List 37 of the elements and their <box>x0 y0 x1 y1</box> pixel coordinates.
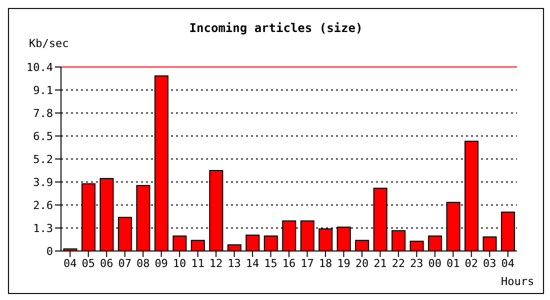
x-tick-label: 14 <box>246 256 260 270</box>
y-tick-label: 5.2 <box>33 152 53 166</box>
x-tick-label: 20 <box>355 256 369 270</box>
y-tick-label: 10.4 <box>26 60 54 74</box>
x-tick-label: 16 <box>282 256 296 270</box>
x-tick-label: 23 <box>410 256 424 270</box>
x-tick-label: 04 <box>501 256 515 270</box>
y-tick-label: 3.9 <box>33 176 53 189</box>
y-tick-label: 1.3 <box>33 222 53 235</box>
y-tick-label: 7.8 <box>33 106 53 120</box>
x-tick-label: 21 <box>374 256 387 270</box>
y-tick-label: 6.5 <box>33 130 53 143</box>
x-tick-label: 22 <box>392 256 406 270</box>
y-tick-label: 2.6 <box>33 198 53 212</box>
x-tick-label: 06 <box>100 256 114 270</box>
x-axis-title: Hours <box>501 275 534 288</box>
x-tick-label: 10 <box>172 256 186 270</box>
x-tick-label: 03 <box>483 256 496 270</box>
x-tick-label: 00 <box>428 256 442 270</box>
y-tick-label: 0 <box>46 244 53 258</box>
x-tick-label: 05 <box>82 256 95 270</box>
chart-title: Incoming articles (size) <box>188 21 364 35</box>
x-tick-label: 08 <box>136 256 150 270</box>
y-axis-title: Kb/sec <box>29 37 69 50</box>
x-tick-label: 04 <box>63 256 78 270</box>
x-tick-label: 18 <box>318 256 332 270</box>
x-tick-label: 01 <box>446 256 460 270</box>
x-tick-label: 15 <box>264 256 278 270</box>
x-tick-label: 11 <box>191 256 204 270</box>
y-tick-label: 9.1 <box>33 84 53 97</box>
x-tick-label: 09 <box>154 256 168 270</box>
x-tick-label: 02 <box>464 256 478 270</box>
x-tick-label: 07 <box>118 256 132 270</box>
x-tick-label: 19 <box>337 256 350 270</box>
x-tick-label: 17 <box>300 256 314 270</box>
x-tick-label: 13 <box>228 256 241 270</box>
x-tick-label: 12 <box>209 256 223 270</box>
